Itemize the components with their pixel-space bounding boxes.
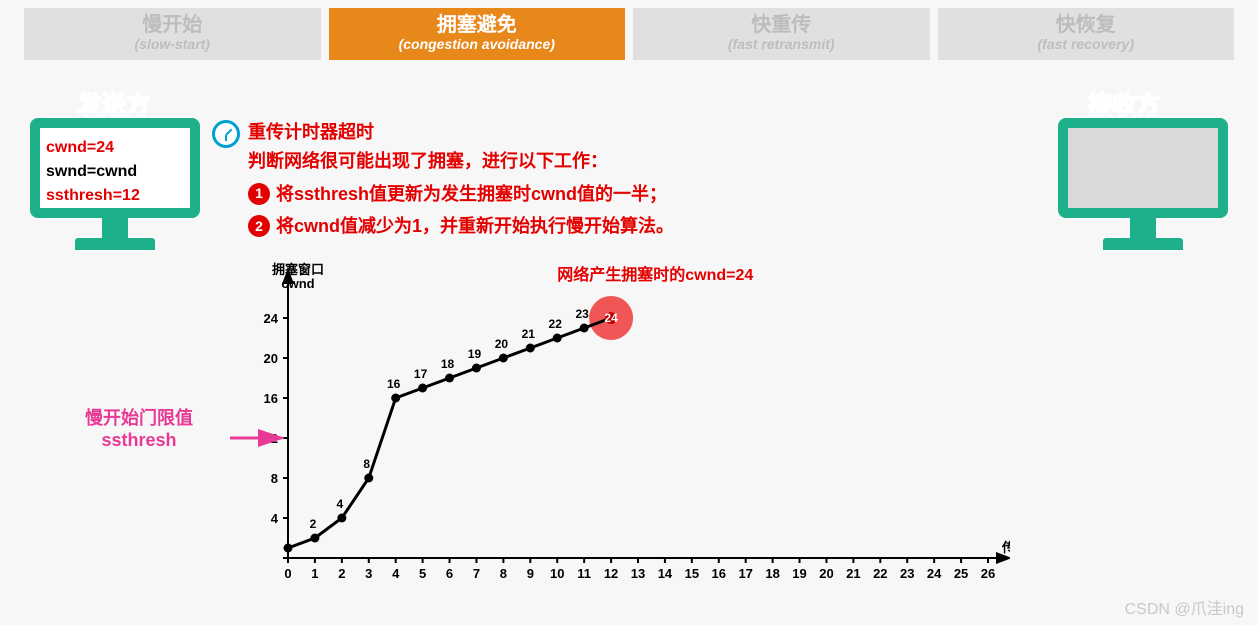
- svg-text:0: 0: [284, 566, 291, 581]
- svg-text:8: 8: [363, 457, 370, 471]
- sender-label: 发送方: [78, 85, 150, 120]
- tab-en: (fast retransmit): [633, 36, 930, 52]
- tab-slow-start[interactable]: 慢开始 (slow-start): [24, 8, 321, 60]
- svg-text:cwnd: cwnd: [281, 276, 314, 291]
- svg-text:21: 21: [846, 566, 860, 581]
- tab-cn: 拥塞避免: [329, 14, 626, 36]
- svg-text:20: 20: [264, 351, 278, 366]
- receiver-monitor: [1058, 118, 1228, 250]
- svg-text:24: 24: [604, 311, 618, 325]
- svg-text:6: 6: [446, 566, 453, 581]
- svg-text:23: 23: [575, 307, 589, 321]
- svg-text:14: 14: [658, 566, 673, 581]
- swnd-value: swnd=cwnd: [46, 160, 184, 184]
- tab-en: (fast recovery): [938, 36, 1235, 52]
- svg-text:拥塞窗口: 拥塞窗口: [272, 262, 324, 277]
- explain-item-1: 1 将ssthresh值更新为发生拥塞时cwnd值的一半；: [248, 180, 674, 209]
- svg-text:1: 1: [311, 566, 318, 581]
- svg-text:20: 20: [495, 337, 509, 351]
- svg-text:22: 22: [873, 566, 887, 581]
- sender-screen: cwnd=24 swnd=cwnd ssthresh=12: [30, 118, 200, 218]
- tab-en: (congestion avoidance): [329, 36, 626, 52]
- svg-text:10: 10: [550, 566, 564, 581]
- tab-cn: 慢开始: [24, 14, 321, 36]
- svg-text:19: 19: [468, 347, 482, 361]
- svg-text:5: 5: [419, 566, 426, 581]
- svg-text:传输轮次: 传输轮次: [1001, 540, 1010, 555]
- svg-text:21: 21: [522, 327, 536, 341]
- svg-text:12: 12: [604, 566, 618, 581]
- ssthresh-annot-l2: ssthresh: [85, 430, 193, 452]
- svg-text:2: 2: [310, 517, 317, 531]
- svg-text:3: 3: [365, 566, 372, 581]
- svg-text:网络产生拥塞时的cwnd=24: 网络产生拥塞时的cwnd=24: [557, 265, 753, 284]
- tab-fast-recovery[interactable]: 快恢复 (fast recovery): [938, 8, 1235, 60]
- svg-text:16: 16: [712, 566, 726, 581]
- svg-text:16: 16: [387, 377, 401, 391]
- svg-text:17: 17: [414, 367, 428, 381]
- svg-text:8: 8: [500, 566, 507, 581]
- cwnd-chart: 4812162024012345678910111213141516171819…: [230, 258, 1010, 598]
- svg-text:8: 8: [271, 471, 278, 486]
- sender-monitor: cwnd=24 swnd=cwnd ssthresh=12: [30, 118, 200, 250]
- svg-text:15: 15: [685, 566, 699, 581]
- ssthresh-annotation: 慢开始门限值 ssthresh: [85, 408, 193, 451]
- tab-cn: 快重传: [633, 14, 930, 36]
- tab-cn: 快恢复: [938, 14, 1235, 36]
- receiver-label: 接收方: [1088, 85, 1160, 120]
- svg-text:17: 17: [738, 566, 752, 581]
- ssthresh-annot-l1: 慢开始门限值: [85, 408, 193, 430]
- cwnd-value: cwnd=24: [46, 136, 184, 160]
- svg-text:13: 13: [631, 566, 645, 581]
- explain-item-1-text: 将ssthresh值更新为发生拥塞时cwnd值的一半；: [276, 180, 667, 209]
- svg-text:9: 9: [527, 566, 534, 581]
- num-badge-1: 1: [248, 183, 270, 205]
- num-badge-2: 2: [248, 215, 270, 237]
- explain-item-2-text: 将cwnd值减少为1，并重新开始执行慢开始算法。: [276, 212, 674, 241]
- receiver-screen: [1058, 118, 1228, 218]
- svg-text:24: 24: [264, 311, 279, 326]
- svg-text:18: 18: [765, 566, 779, 581]
- svg-text:24: 24: [927, 566, 942, 581]
- clock-icon: [212, 120, 240, 148]
- svg-text:4: 4: [271, 511, 279, 526]
- svg-text:20: 20: [819, 566, 833, 581]
- explain-item-2: 2 将cwnd值减少为1，并重新开始执行慢开始算法。: [248, 212, 674, 241]
- svg-text:18: 18: [441, 357, 455, 371]
- svg-text:11: 11: [577, 566, 591, 581]
- svg-text:25: 25: [954, 566, 968, 581]
- svg-text:2: 2: [338, 566, 345, 581]
- svg-text:22: 22: [549, 317, 563, 331]
- svg-text:23: 23: [900, 566, 914, 581]
- explain-sub: 判断网络很可能出现了拥塞，进行以下工作：: [248, 147, 674, 176]
- svg-text:7: 7: [473, 566, 480, 581]
- svg-text:26: 26: [981, 566, 995, 581]
- tabs-row: 慢开始 (slow-start) 拥塞避免 (congestion avoida…: [0, 0, 1258, 60]
- svg-text:4: 4: [337, 497, 344, 511]
- explain-title: 重传计时器超时: [248, 118, 674, 147]
- svg-text:4: 4: [392, 566, 400, 581]
- tab-en: (slow-start): [24, 36, 321, 52]
- tab-congestion-avoidance[interactable]: 拥塞避免 (congestion avoidance): [329, 8, 626, 60]
- explanation-block: 重传计时器超时 判断网络很可能出现了拥塞，进行以下工作： 1 将ssthresh…: [248, 118, 674, 241]
- watermark: CSDN @爪洼ing: [1125, 595, 1244, 619]
- svg-text:16: 16: [264, 391, 278, 406]
- ssthresh-value: ssthresh=12: [46, 184, 184, 208]
- tab-fast-retransmit[interactable]: 快重传 (fast retransmit): [633, 8, 930, 60]
- svg-text:19: 19: [792, 566, 806, 581]
